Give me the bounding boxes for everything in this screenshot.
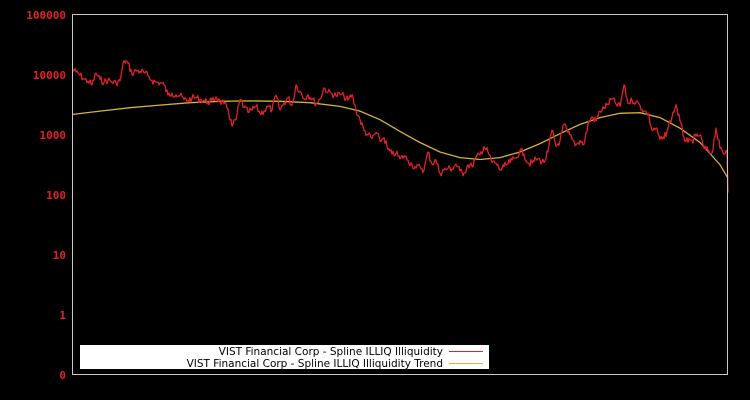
plot-series [71, 59, 729, 193]
y-tick-label: 1 [59, 309, 66, 322]
y-tick-label: 1000 [40, 129, 67, 142]
y-tick-label: 10 [53, 249, 66, 262]
y-tick-label: 100 [46, 189, 66, 202]
legend-label-trend: VIST Financial Corp - Spline ILLIQ Illiq… [187, 358, 443, 370]
illiquidity-line [71, 59, 729, 193]
legend-box [80, 345, 489, 369]
y-tick-label: 100000 [26, 9, 66, 22]
legend: VIST Financial Corp - Spline ILLIQ Illiq… [80, 345, 489, 370]
plot-frame [72, 14, 728, 375]
trend-line [71, 100, 729, 179]
y-tick-label: 10000 [33, 69, 66, 82]
legend-label-series: VIST Financial Corp - Spline ILLIQ Illiq… [219, 346, 443, 358]
y-tick-label: 0 [59, 369, 66, 382]
